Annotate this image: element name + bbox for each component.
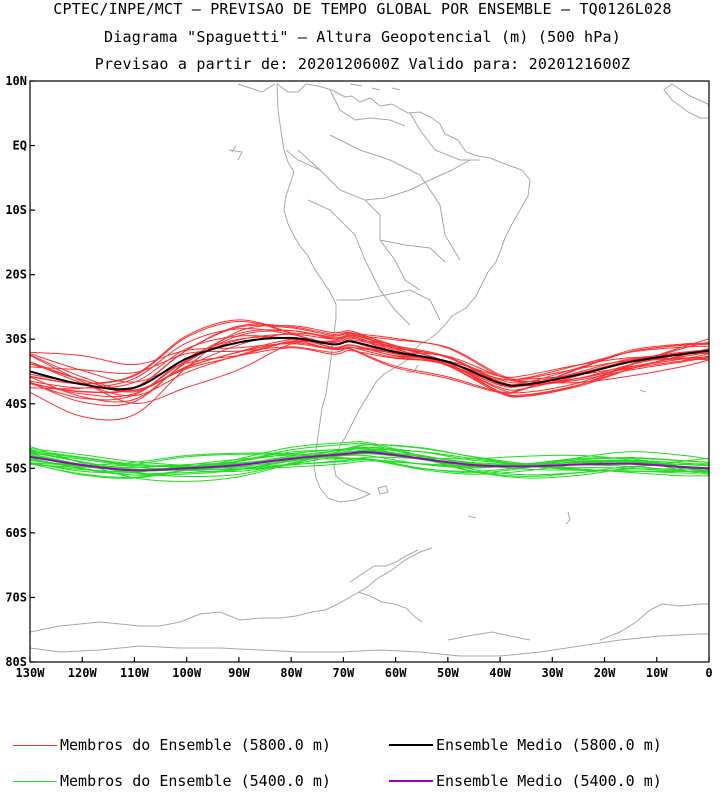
lon-tick-label: 30W [541, 666, 563, 680]
lat-tick-label: 40S [5, 397, 27, 411]
title-line-2: Diagrama "Spaguetti" – Altura Geopotenci… [104, 28, 621, 46]
lon-tick-label: 50W [437, 666, 459, 680]
ensemble-mean-5800-line [30, 336, 709, 391]
legend-swatch-mean-5800 [389, 744, 433, 746]
title-line-1: CPTEC/INPE/MCT – PREVISAO DE TEMPO GLOBA… [53, 0, 672, 18]
lon-tick-label: 110W [120, 666, 150, 680]
coastlines [30, 82, 709, 657]
title-line-3: Previsao a partir de: 2020120600Z Valido… [94, 55, 631, 73]
lon-tick-label: 70W [333, 666, 355, 680]
legend-mean-5400: Ensemble Medio (5400.0 m) [389, 772, 662, 790]
member-5400-line [30, 452, 709, 475]
legend-swatch-member-5800 [13, 744, 57, 746]
lat-tick-label: EQ [13, 139, 27, 153]
member-5400-line [30, 453, 709, 473]
legend-label-member-5400: Membros do Ensemble (5400.0 m) [60, 772, 331, 790]
lat-tick-label: 70S [5, 590, 27, 604]
lon-tick-label: 90W [228, 666, 250, 680]
lat-tick-label: 50S [5, 461, 27, 475]
map-frame [29, 80, 710, 663]
lon-tick-label: 20W [594, 666, 616, 680]
member-5400-line [30, 441, 709, 478]
member-5800-line [30, 338, 709, 394]
lon-tick-label: 130W [16, 666, 46, 680]
lon-tick-label: 40W [489, 666, 511, 680]
lon-tick-label: 10W [646, 666, 668, 680]
member-5800-line [30, 320, 709, 393]
legend-member-5400: Membros do Ensemble (5400.0 m) [13, 772, 331, 790]
lat-tick-label: 10N [5, 74, 27, 88]
member-5800-line [30, 333, 709, 404]
member-5800-line [30, 319, 709, 394]
member-5800-line [30, 323, 709, 398]
member-5400-line [30, 449, 709, 473]
legend-label-mean-5400: Ensemble Medio (5400.0 m) [436, 772, 662, 790]
lat-tick-label: 30S [5, 332, 27, 346]
ensemble-members-5800 [30, 319, 709, 421]
ensemble-members-5400 [30, 441, 709, 482]
member-5800-line [30, 337, 709, 392]
lon-tick-label: 100W [172, 666, 202, 680]
lon-tick-label: 80W [280, 666, 302, 680]
member-5800-line [30, 346, 709, 380]
lat-tick-label: 60S [5, 526, 27, 540]
member-5800-line [30, 335, 709, 389]
lat-tick-label: 10S [5, 203, 27, 217]
lon-tick-label: 60W [385, 666, 407, 680]
lon-tick-label: 120W [68, 666, 98, 680]
longitude-axis: 130W 120W 110W 100W 90W 80W 70W 60W 50W 40W 30W 20W… [16, 657, 713, 680]
legend-label-member-5800: Membros do Ensemble (5800.0 m) [60, 736, 331, 754]
ensemble-mean-5400-line [30, 451, 709, 472]
legend-label-mean-5800: Ensemble Medio (5800.0 m) [436, 736, 662, 754]
legend-swatch-member-5400 [13, 780, 57, 782]
legend-mean-5800: Ensemble Medio (5800.0 m) [389, 736, 662, 754]
legend-member-5800: Membros do Ensemble (5800.0 m) [13, 736, 331, 754]
lon-tick-label: 0 [705, 666, 712, 680]
latitude-axis: 10N EQ 10S 20S 30S 40S 50S 60S 70S 80S [5, 74, 35, 669]
legend-swatch-mean-5400 [389, 780, 433, 782]
lat-tick-label: 20S [5, 268, 27, 282]
lat-tick-label: 80S [5, 655, 27, 669]
